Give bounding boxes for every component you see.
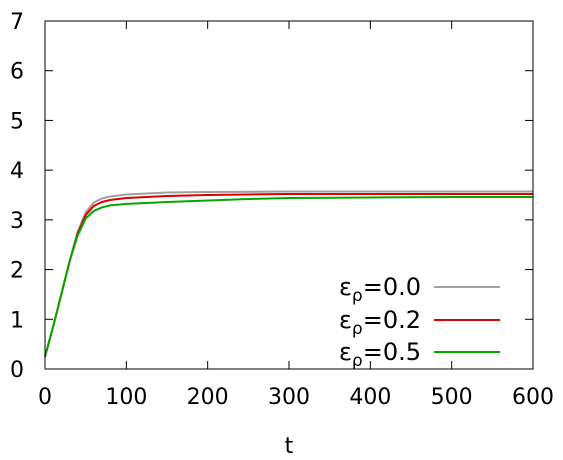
axis-ticks: 0 100 200 300 400 500 600 0 1 2 3 4 5 6 7 xyxy=(10,10,554,410)
x-tick-label: 400 xyxy=(349,385,391,410)
legend-symbol: ε xyxy=(339,338,352,366)
legend-symbol: ε xyxy=(339,306,352,334)
y-tick-label: 3 xyxy=(10,209,24,234)
y-tick-label: 6 xyxy=(10,60,24,85)
x-tick-label: 0 xyxy=(38,385,52,410)
x-axis-label: t xyxy=(285,434,294,459)
legend-item-0: ερ=0.0 xyxy=(339,273,500,306)
legend-value: =0.0 xyxy=(363,273,421,301)
y-tick-label: 1 xyxy=(10,308,24,333)
series-line-0 xyxy=(44,190,533,357)
legend-symbol: ε xyxy=(339,273,352,301)
legend-label: ερ=0.0 xyxy=(339,273,421,306)
series-line-2 xyxy=(44,196,533,357)
legend-value: =0.5 xyxy=(363,338,421,366)
legend-value: =0.2 xyxy=(363,306,421,334)
legend-subscript: ρ xyxy=(352,351,363,371)
legend-item-1: ερ=0.2 xyxy=(339,306,500,339)
legend-subscript: ρ xyxy=(352,286,363,306)
y-tick-label: 5 xyxy=(10,109,24,134)
y-tick-label: 0 xyxy=(10,358,24,383)
y-tick-label: 4 xyxy=(10,159,24,184)
legend-label: ερ=0.2 xyxy=(339,306,421,339)
x-tick-label: 500 xyxy=(431,385,473,410)
legend-item-2: ερ=0.5 xyxy=(339,338,500,371)
series-lines xyxy=(44,190,533,357)
x-tick-label: 300 xyxy=(268,385,310,410)
y-tick-label: 2 xyxy=(10,259,24,284)
x-tick-label: 600 xyxy=(512,385,554,410)
legend-subscript: ρ xyxy=(352,319,363,339)
series-line-1 xyxy=(44,193,533,357)
y-tick-label: 7 xyxy=(10,10,24,35)
x-tick-label: 200 xyxy=(187,385,229,410)
x-tick-label: 100 xyxy=(105,385,147,410)
legend: ερ=0.0ερ=0.2ερ=0.5 xyxy=(339,273,500,371)
legend-label: ερ=0.5 xyxy=(339,338,421,371)
